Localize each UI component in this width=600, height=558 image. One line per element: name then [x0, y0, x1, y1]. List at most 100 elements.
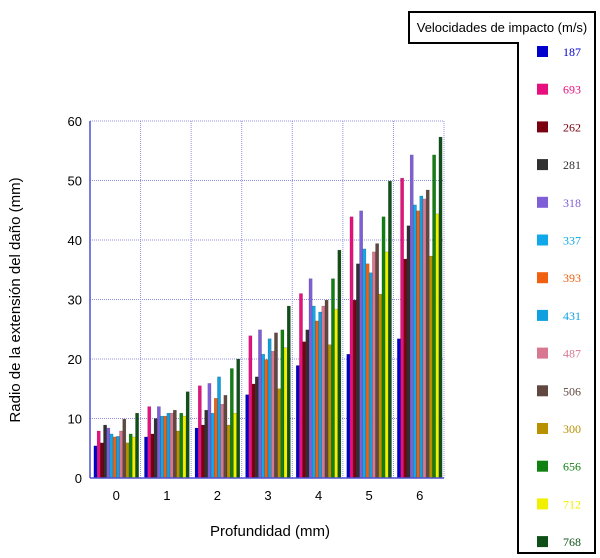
- bar-487-depth-5: [372, 251, 376, 479]
- legend-swatch-487: [537, 347, 548, 359]
- bar-693-depth-2: [198, 385, 202, 479]
- y-tick-label: 20: [68, 352, 82, 367]
- bar-318-depth-4: [308, 278, 313, 479]
- bar-262-depth-6: [403, 258, 408, 479]
- bar-693-depth-1: [147, 406, 152, 479]
- bar-487-depth-6: [422, 198, 427, 479]
- bar-693-depth-5: [349, 216, 354, 479]
- bar-337-depth-3: [261, 354, 266, 479]
- y-tick-label: 50: [68, 174, 82, 189]
- bar-768-depth-4: [337, 249, 342, 479]
- bar-337-depth-2: [210, 412, 215, 479]
- bar-300-depth-5: [378, 293, 383, 479]
- bar-487-depth-3: [271, 351, 275, 479]
- y-tick-label: 40: [68, 233, 82, 248]
- y-axis-label: Radio de la extensión del daño (mm): [7, 177, 24, 422]
- bar-300-depth-4: [327, 344, 332, 479]
- legend-label-712: 712: [563, 497, 581, 511]
- bar-281-depth-3: [254, 376, 259, 479]
- bar-318-depth-2: [207, 383, 212, 479]
- legend-label-318: 318: [563, 196, 581, 210]
- legend-swatch-281: [537, 159, 548, 171]
- bar-712-depth-0: [132, 436, 136, 479]
- y-tick-label: 10: [68, 412, 82, 427]
- x-tick-label: 3: [264, 488, 271, 503]
- bar-506-depth-0: [122, 418, 127, 479]
- legend-label-431: 431: [563, 309, 581, 323]
- bar-337-depth-4: [311, 305, 316, 479]
- bar-318-depth-6: [409, 154, 414, 479]
- bar-187-depth-3: [245, 394, 250, 479]
- bar-656-depth-4: [331, 278, 335, 479]
- bar-281-depth-2: [204, 409, 209, 479]
- bar-431-depth-4: [318, 311, 322, 479]
- bar-318-depth-0: [106, 427, 111, 479]
- legend-frame: [408, 11, 596, 554]
- bar-393-depth-1: [163, 415, 168, 479]
- y-tick-labels: 0 10 20 30 40 50 60: [68, 114, 82, 486]
- bar-431-depth-2: [217, 376, 221, 479]
- axes: [89, 121, 444, 479]
- bar-506-depth-3: [274, 332, 278, 479]
- bar-693-depth-6: [400, 177, 404, 479]
- x-axis-label: Profundidad (mm): [210, 523, 330, 540]
- bar-187-depth-1: [144, 436, 148, 479]
- bar-693-depth-3: [248, 335, 253, 479]
- bar-337-depth-0: [109, 433, 114, 479]
- legend-swatch-693: [537, 83, 548, 95]
- bar-300-depth-1: [176, 430, 180, 479]
- legend-swatch-300: [537, 423, 548, 434]
- bar-300-depth-0: [125, 442, 130, 479]
- x-tick-label: 0: [113, 488, 120, 503]
- bar-281-depth-0: [103, 424, 107, 479]
- legend-label-300: 300: [563, 422, 581, 436]
- bar-187-depth-6: [397, 338, 401, 479]
- bar-768-depth-2: [236, 358, 241, 479]
- legend: Velocidades de impacto (m/s) 187 693 262 28…: [408, 11, 596, 554]
- grid: [90, 120, 445, 478]
- legend-label-656: 656: [563, 460, 581, 474]
- bar-487-depth-1: [169, 412, 174, 479]
- bar-300-depth-3: [277, 388, 282, 479]
- bar-768-depth-0: [135, 412, 139, 479]
- bar-712-depth-6: [435, 213, 440, 479]
- bar-393-depth-4: [315, 320, 319, 479]
- bar-487-depth-2: [220, 404, 225, 479]
- y-tick-label: 0: [75, 471, 82, 486]
- bar-768-depth-3: [287, 305, 291, 479]
- legend-swatch-431: [537, 309, 548, 321]
- x-tick-label: 4: [315, 488, 322, 503]
- legend-title: Velocidades de impacto (m/s): [417, 20, 588, 35]
- bar-712-depth-5: [384, 251, 389, 479]
- bar-393-depth-2: [214, 398, 218, 479]
- bar-431-depth-6: [419, 195, 424, 479]
- bar-262-depth-0: [100, 442, 104, 479]
- bar-656-depth-5: [381, 216, 386, 479]
- bar-656-depth-3: [280, 329, 285, 479]
- legend-label-768: 768: [563, 535, 581, 549]
- bar-187-depth-4: [295, 365, 300, 479]
- x-tick-label: 1: [163, 488, 170, 503]
- bar-187-depth-5: [346, 354, 351, 479]
- bar-281-depth-6: [406, 225, 411, 479]
- bar-262-depth-3: [251, 383, 256, 479]
- bar-712-depth-4: [334, 308, 338, 479]
- bar-300-depth-6: [429, 255, 433, 479]
- legend-swatch-712: [537, 498, 548, 510]
- x-tick-labels: 0 1 2 3 4 5 6: [113, 488, 424, 503]
- bar-768-depth-5: [388, 180, 392, 479]
- bar-506-depth-4: [324, 299, 329, 479]
- bar-262-depth-5: [352, 299, 357, 479]
- bar-431-depth-3: [267, 338, 272, 479]
- legend-swatch-768: [537, 536, 548, 548]
- bar-337-depth-1: [160, 415, 164, 479]
- legend-swatch-318: [537, 196, 548, 208]
- bar-487-depth-0: [119, 430, 123, 479]
- bar-506-depth-5: [375, 243, 379, 479]
- legend-label-487: 487: [563, 347, 581, 361]
- legend-label-262: 262: [563, 120, 581, 134]
- bar-300-depth-2: [226, 424, 231, 479]
- bar-262-depth-2: [201, 424, 205, 479]
- bars: [93, 136, 443, 479]
